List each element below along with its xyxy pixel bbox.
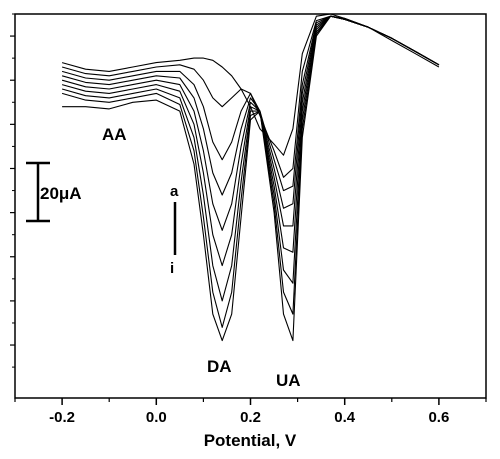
scale-bar <box>26 161 50 223</box>
x-tick-label: 0.0 <box>146 409 167 426</box>
x-axis-title: Potential, V <box>204 431 297 450</box>
x-tick-label: 0.4 <box>334 409 356 426</box>
plot-border <box>14 13 487 399</box>
x-tick-label: 0.2 <box>240 409 261 426</box>
curve-b <box>61 15 440 178</box>
curve-h <box>61 15 440 328</box>
plot-frame <box>14 13 487 399</box>
curve-g <box>61 15 440 302</box>
x-tick-label: 0.6 <box>428 409 449 426</box>
x-axis-tick-labels: -0.2 0.0 0.2 0.4 0.6 <box>49 409 449 426</box>
x-axis-ticks <box>14 398 487 405</box>
annotation-ua: UA <box>276 371 301 390</box>
scale-bar-label: 20μA <box>40 184 82 203</box>
annotation-da: DA <box>207 357 232 376</box>
curves <box>61 13 440 342</box>
curve-label-i: i <box>170 260 174 277</box>
x-tick-label: -0.2 <box>49 409 75 426</box>
annotation-aa: AA <box>102 125 127 144</box>
curve-i <box>62 15 440 342</box>
y-axis-ticks <box>10 13 15 368</box>
curve-label-a: a <box>170 183 179 200</box>
